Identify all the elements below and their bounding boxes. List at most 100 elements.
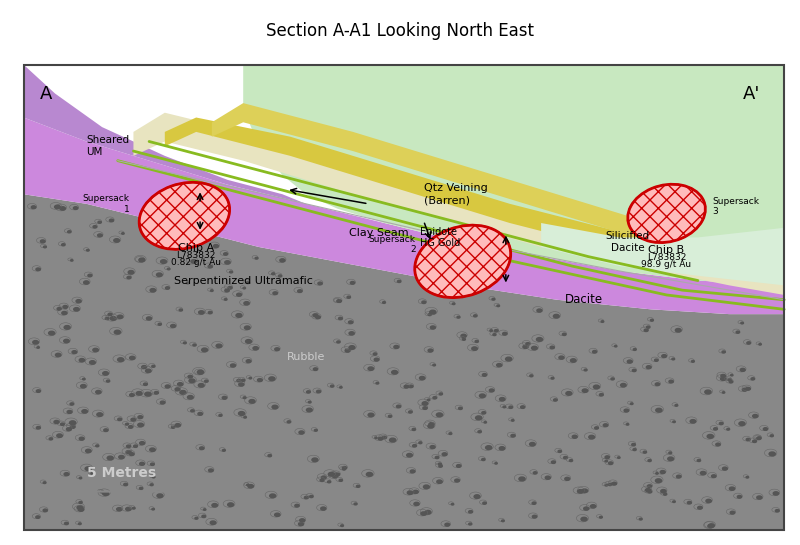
Polygon shape — [24, 118, 784, 314]
Circle shape — [57, 434, 62, 437]
Circle shape — [414, 502, 419, 506]
Circle shape — [110, 317, 116, 320]
Circle shape — [759, 343, 762, 345]
Circle shape — [49, 438, 53, 440]
Circle shape — [246, 484, 249, 486]
Circle shape — [248, 485, 254, 488]
Circle shape — [660, 470, 665, 474]
Circle shape — [413, 445, 417, 447]
Circle shape — [312, 458, 318, 462]
Circle shape — [502, 520, 504, 522]
Circle shape — [469, 523, 472, 525]
Circle shape — [349, 332, 354, 335]
Circle shape — [142, 366, 146, 368]
Circle shape — [337, 300, 340, 302]
Circle shape — [449, 433, 452, 434]
Circle shape — [647, 485, 652, 487]
Circle shape — [146, 369, 151, 373]
Circle shape — [88, 274, 92, 277]
Circle shape — [118, 358, 124, 361]
Circle shape — [511, 420, 514, 421]
Circle shape — [317, 390, 321, 393]
Circle shape — [584, 507, 589, 510]
Circle shape — [208, 311, 212, 314]
Circle shape — [633, 449, 636, 451]
Circle shape — [526, 343, 530, 345]
Text: 0.82 g/t Au: 0.82 g/t Au — [171, 258, 221, 267]
Circle shape — [82, 410, 87, 413]
Circle shape — [175, 423, 180, 427]
Circle shape — [475, 416, 482, 420]
Circle shape — [328, 473, 334, 476]
Circle shape — [166, 385, 170, 388]
Circle shape — [140, 441, 145, 445]
Circle shape — [478, 431, 482, 433]
Circle shape — [714, 428, 718, 430]
Circle shape — [313, 314, 318, 317]
Circle shape — [763, 428, 768, 431]
Circle shape — [656, 408, 662, 412]
Circle shape — [160, 401, 165, 404]
Circle shape — [490, 330, 492, 331]
Circle shape — [246, 360, 251, 362]
Circle shape — [698, 459, 701, 462]
Circle shape — [118, 418, 122, 421]
Circle shape — [445, 523, 450, 526]
Text: Silicified
Dacite: Silicified Dacite — [606, 232, 650, 253]
Ellipse shape — [139, 183, 230, 249]
Circle shape — [152, 476, 155, 478]
Circle shape — [208, 265, 212, 268]
Circle shape — [594, 385, 599, 389]
Circle shape — [730, 511, 734, 514]
Circle shape — [36, 516, 40, 518]
Circle shape — [166, 287, 170, 289]
Circle shape — [433, 364, 435, 366]
Circle shape — [521, 406, 525, 408]
Circle shape — [242, 379, 245, 382]
Circle shape — [179, 309, 182, 311]
Circle shape — [36, 268, 40, 271]
Circle shape — [566, 392, 572, 395]
Circle shape — [532, 502, 536, 504]
Circle shape — [506, 357, 512, 361]
Polygon shape — [134, 113, 784, 295]
Circle shape — [202, 515, 206, 518]
Circle shape — [643, 451, 646, 453]
Circle shape — [49, 331, 54, 335]
Circle shape — [482, 458, 485, 461]
Polygon shape — [165, 118, 682, 266]
Circle shape — [578, 489, 583, 493]
Text: 98.9 g/t Au: 98.9 g/t Au — [642, 260, 692, 269]
Circle shape — [472, 347, 478, 350]
Circle shape — [419, 442, 422, 444]
Circle shape — [126, 507, 131, 511]
Circle shape — [272, 273, 275, 275]
Circle shape — [65, 522, 68, 525]
Circle shape — [490, 389, 494, 392]
Circle shape — [349, 321, 353, 324]
Circle shape — [747, 342, 750, 344]
Text: Clay Seam: Clay Seam — [349, 228, 409, 238]
Circle shape — [594, 427, 598, 429]
Circle shape — [209, 469, 214, 472]
Circle shape — [238, 383, 244, 386]
Circle shape — [210, 521, 216, 524]
Circle shape — [407, 491, 413, 494]
Circle shape — [131, 418, 136, 421]
Circle shape — [337, 341, 340, 343]
Circle shape — [152, 508, 154, 510]
Circle shape — [74, 207, 78, 209]
Circle shape — [203, 509, 206, 510]
Circle shape — [86, 250, 89, 251]
Circle shape — [322, 476, 326, 479]
Circle shape — [482, 373, 486, 376]
Circle shape — [327, 481, 330, 483]
Circle shape — [157, 273, 162, 276]
Circle shape — [675, 329, 681, 332]
Circle shape — [202, 348, 207, 352]
Circle shape — [423, 485, 430, 489]
Circle shape — [562, 333, 566, 336]
Circle shape — [494, 330, 498, 332]
Circle shape — [700, 471, 706, 475]
Circle shape — [406, 453, 412, 457]
